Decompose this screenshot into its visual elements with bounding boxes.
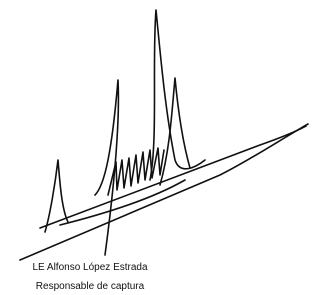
signer-name: LE Alfonso López Estrada [0,262,180,273]
stroke [40,126,306,228]
signature-block: LE Alfonso López Estrada Responsable de … [0,0,310,295]
stroke [60,180,185,225]
signer-role: Responsable de captura [0,281,180,292]
signature-drawing [0,0,310,295]
stroke [20,124,308,260]
